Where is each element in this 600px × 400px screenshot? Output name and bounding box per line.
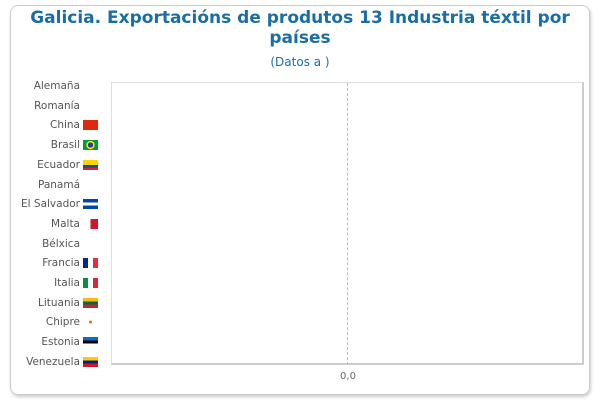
category-label: Bélxica [42,237,80,250]
category-row: Italia [0,275,98,291]
category-row: Estonia [0,334,98,350]
brazil-flag-icon [83,140,98,151]
category-label: Italia [54,277,80,289]
category-label: Lituania [38,296,80,309]
category-row: Venezuela [0,354,98,370]
category-label: Alemaña [33,80,80,92]
category-row: Alemaña [0,78,98,94]
category-label: Venezuela [26,355,80,368]
category-label: Panamá [37,178,80,191]
malta-flag-icon [83,218,98,229]
no-flag-icon [83,180,98,190]
italy-flag-icon [83,278,98,288]
no-flag-icon [83,239,98,249]
category-label: Estonia [41,336,80,349]
cyprus-flag-icon [83,317,98,328]
category-row: Lituania [0,295,98,311]
no-flag-icon [83,101,98,111]
ecuador-flag-icon [83,159,98,170]
zero-gridline [347,83,348,365]
category-label: China [50,119,80,132]
lithuania-flag-icon [83,297,98,308]
chart-title: Galicia. Exportacións de produtos 13 Ind… [30,8,570,48]
category-row: El Salvador [0,196,98,212]
category-row: China [0,117,98,133]
category-row: Panamá [0,177,98,193]
venezuela-flag-icon [83,356,98,367]
category-label: Romanía [34,99,80,112]
category-row: Malta [0,216,98,232]
china-flag-icon [83,120,98,131]
category-row: Chipre [0,314,98,330]
category-row: Brasil [0,137,98,153]
category-row: Bélxica [0,236,98,252]
x-tick-label: 0,0 [340,371,356,382]
category-label: Francia [42,257,80,270]
category-label: Ecuador [37,158,80,171]
no-flag-icon [83,81,98,91]
category-label: Chipre [45,316,80,329]
category-label: Malta [51,217,80,230]
category-label: El Salvador [21,198,80,211]
chart-subtitle: (Datos a ) [270,55,330,69]
category-label: Brasil [50,139,80,152]
estonia-flag-icon [83,337,98,348]
france-flag-icon [83,258,98,269]
category-row: Ecuador [0,157,98,173]
el-salvador-flag-icon [83,199,98,210]
chart-card [10,5,590,395]
category-row: Romanía [0,98,98,114]
category-row: Francia [0,255,98,271]
